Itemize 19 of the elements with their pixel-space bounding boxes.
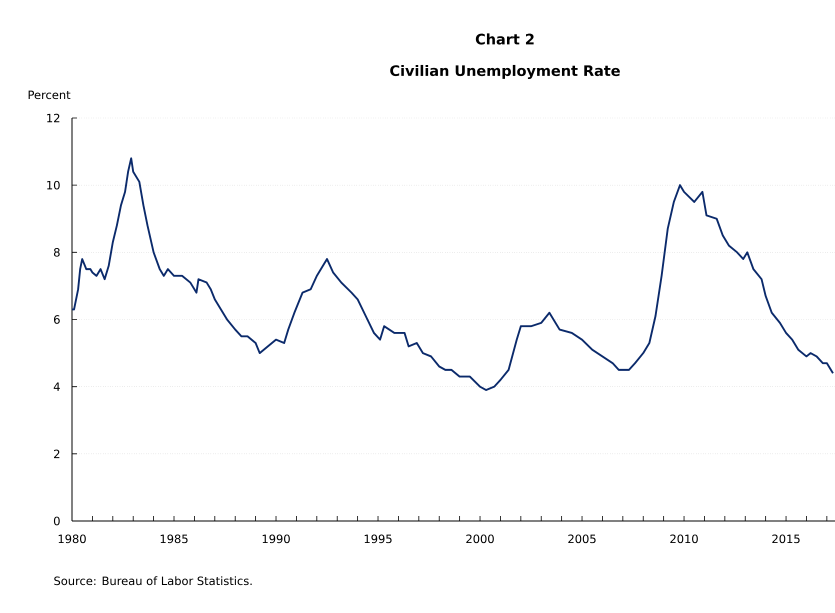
chart-title: Chart 2 (476, 33, 534, 45)
y-tick-label: 8 (54, 248, 60, 257)
x-tick-label: 1985 (160, 534, 188, 544)
y-tick-label: 6 (54, 315, 60, 324)
x-tick-label: 2015 (772, 534, 800, 544)
x-tick-label: 1995 (364, 534, 392, 544)
y-axis-title: Percent (28, 90, 70, 100)
y-tick-label: 2 (54, 450, 60, 458)
x-tick-label: 2000 (466, 534, 494, 544)
y-tick-label: 12 (47, 114, 60, 122)
y-tick-label: 0 (54, 516, 60, 526)
x-tick-label: 2010 (670, 534, 698, 544)
chart-subtitle: Civilian Unemployment Rate (390, 64, 620, 80)
x-tick-label: 1980 (58, 534, 86, 544)
source-note: Source: Bureau of Labor Statistics. (54, 576, 252, 586)
x-tick-label: 1990 (262, 534, 290, 544)
y-tick-label: 4 (54, 382, 60, 391)
x-tick-label: 2005 (568, 534, 596, 544)
y-tick-label: 10 (47, 180, 60, 190)
